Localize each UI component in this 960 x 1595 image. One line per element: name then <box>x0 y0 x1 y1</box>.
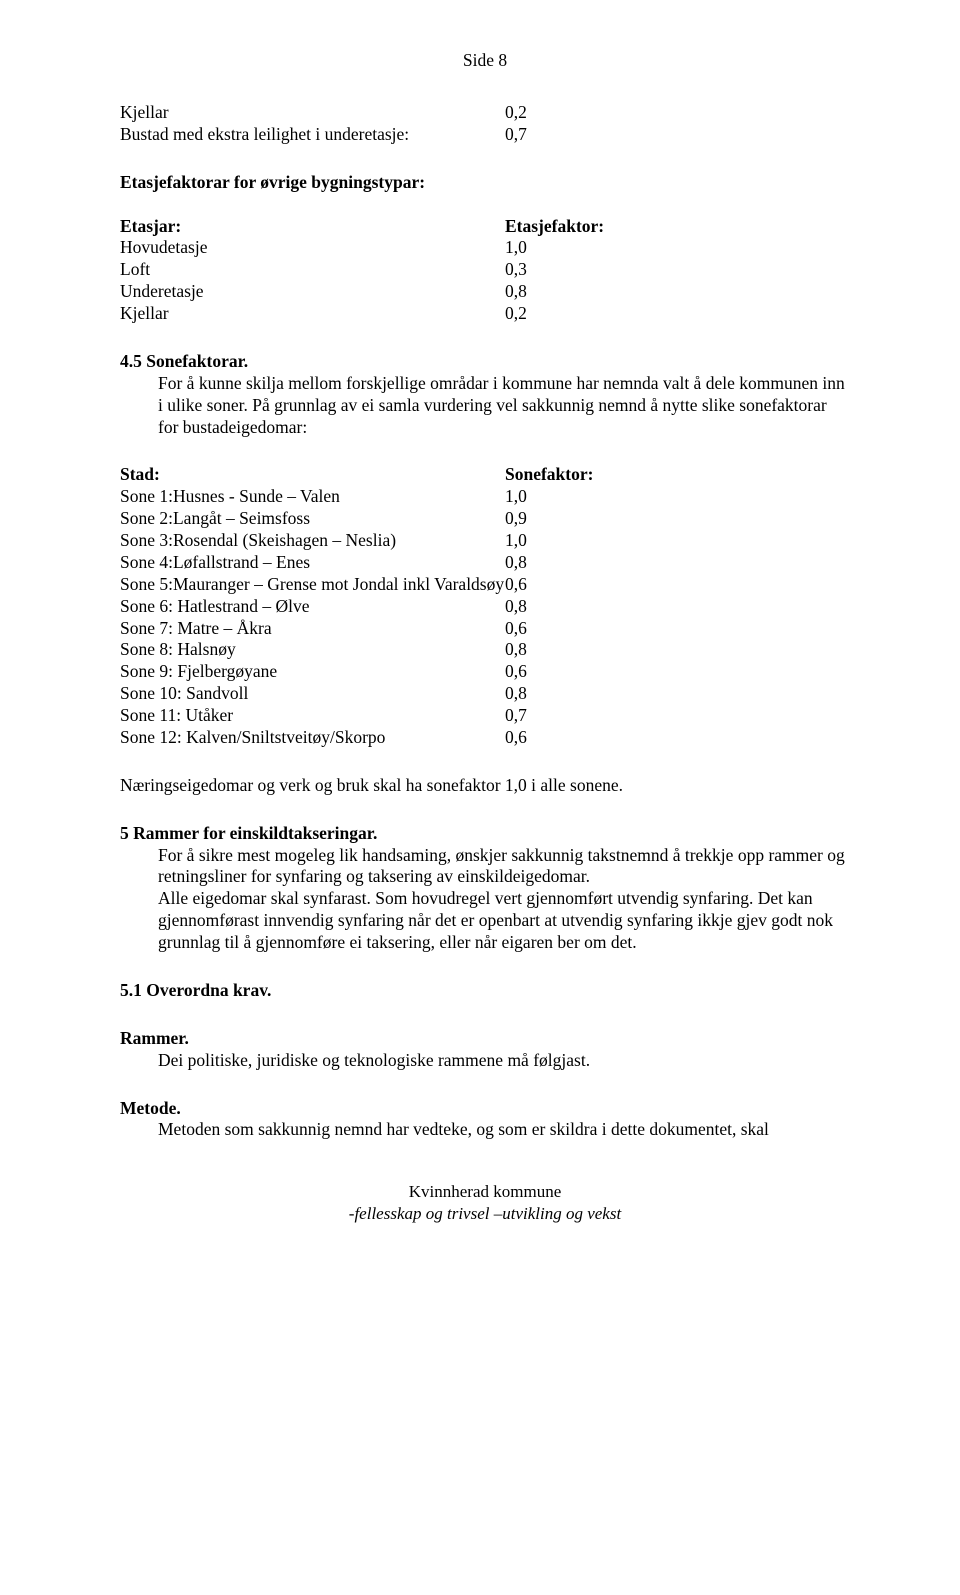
page-footer: Kvinnherad kommune -fellesskap og trivse… <box>120 1181 850 1224</box>
section-rammer: Rammer. Dei politiske, juridiske og tekn… <box>120 1028 850 1072</box>
rammer-para: Dei politiske, juridiske og teknologiske… <box>120 1050 850 1072</box>
table2-label: Underetasje <box>120 281 505 303</box>
section-metode: Metode. Metoden som sakkunnig nemnd har … <box>120 1098 850 1142</box>
table3-row: Sone 11: Utåker0,7 <box>120 705 850 727</box>
table1-row: Kjellar0,2 <box>120 102 850 124</box>
table3-label: Sone 11: Utåker <box>120 705 505 727</box>
table3-label: Sone 8: Halsnøy <box>120 639 505 661</box>
table-etasjefaktorar: Etasjefaktorar for øvrige bygningstypar:… <box>120 172 850 325</box>
metode-heading: Metode. <box>120 1098 850 1120</box>
section-4-5-para: For å kunne skilja mellom forskjellige o… <box>120 373 850 439</box>
table2-row: Loft0,3 <box>120 259 850 281</box>
table3-label: Sone 2:Langåt – Seimsfoss <box>120 508 505 530</box>
section-5-para: For å sikre mest mogeleg lik handsaming,… <box>120 845 850 954</box>
table1-label: Bustad med ekstra leilighet i underetasj… <box>120 124 505 146</box>
section-4-5-heading: 4.5 Sonefaktorar. <box>120 351 850 373</box>
table2-label: Loft <box>120 259 505 281</box>
table3-value: 0,6 <box>505 661 527 683</box>
table2-header-value: Etasjefaktor: <box>505 216 604 238</box>
table3-row: Sone 7: Matre – Åkra0,6 <box>120 618 850 640</box>
table3-value: 0,8 <box>505 639 527 661</box>
table2-row: Kjellar0,2 <box>120 303 850 325</box>
table3-row: Sone 10: Sandvoll0,8 <box>120 683 850 705</box>
table3-value: 0,6 <box>505 574 527 596</box>
table3-row: Sone 3:Rosendal (Skeishagen – Neslia)1,0 <box>120 530 850 552</box>
table1-label: Kjellar <box>120 102 505 124</box>
table-sonefaktor: Stad: Sonefaktor: Sone 1:Husnes - Sunde … <box>120 464 850 748</box>
table3-label: Sone 10: Sandvoll <box>120 683 505 705</box>
table3-value: 0,6 <box>505 618 527 640</box>
table3-row: Sone 1:Husnes - Sunde – Valen1,0 <box>120 486 850 508</box>
rammer-heading: Rammer. <box>120 1028 850 1050</box>
table3-row: Sone 2:Langåt – Seimsfoss0,9 <box>120 508 850 530</box>
table2-header-label: Etasjar: <box>120 216 505 238</box>
table3-row: Sone 9: Fjelbergøyane0,6 <box>120 661 850 683</box>
table-kjellar: Kjellar0,2Bustad med ekstra leilighet i … <box>120 102 850 146</box>
table1-value: 0,7 <box>505 124 527 146</box>
table2-title: Etasjefaktorar for øvrige bygningstypar: <box>120 172 850 194</box>
section-5-heading: 5 Rammer for einskildtakseringar. <box>120 823 850 845</box>
table3-value: 0,8 <box>505 596 527 618</box>
table2-value: 0,8 <box>505 281 527 303</box>
table3-row: Sone 4:Løfallstrand – Enes0,8 <box>120 552 850 574</box>
table3-label: Sone 1:Husnes - Sunde – Valen <box>120 486 505 508</box>
table3-label: Sone 7: Matre – Åkra <box>120 618 505 640</box>
table1-row: Bustad med ekstra leilighet i underetasj… <box>120 124 850 146</box>
table3-value: 1,0 <box>505 486 527 508</box>
table3-value: 0,9 <box>505 508 527 530</box>
table2-value: 0,3 <box>505 259 527 281</box>
table1-value: 0,2 <box>505 102 527 124</box>
section-5-1: 5.1 Overordna krav. <box>120 980 850 1002</box>
table2-value: 1,0 <box>505 237 527 259</box>
page-number: Side 8 <box>463 50 507 70</box>
section-4-5: 4.5 Sonefaktorar. For å kunne skilja mel… <box>120 351 850 439</box>
table3-value: 0,7 <box>505 705 527 727</box>
table3-value: 0,8 <box>505 552 527 574</box>
table3-row: Sone 12: Kalven/Sniltstveitøy/Skorpo0,6 <box>120 727 850 749</box>
table2-value: 0,2 <box>505 303 527 325</box>
table2-row: Hovudetasje1,0 <box>120 237 850 259</box>
table3-value: 0,8 <box>505 683 527 705</box>
table2-row: Underetasje0,8 <box>120 281 850 303</box>
table3-label: Sone 6: Hatlestrand – Ølve <box>120 596 505 618</box>
table3-label: Sone 5:Mauranger – Grense mot Jondal ink… <box>120 574 505 596</box>
footer-line1: Kvinnherad kommune <box>120 1181 850 1202</box>
table3-label: Sone 4:Løfallstrand – Enes <box>120 552 505 574</box>
metode-para: Metoden som sakkunnig nemnd har vedteke,… <box>120 1119 850 1141</box>
table3-header-value: Sonefaktor: <box>505 464 593 486</box>
table3-row: Sone 6: Hatlestrand – Ølve0,8 <box>120 596 850 618</box>
table3-label: Sone 12: Kalven/Sniltstveitøy/Skorpo <box>120 727 505 749</box>
table3-label: Sone 9: Fjelbergøyane <box>120 661 505 683</box>
table3-header-label: Stad: <box>120 464 505 486</box>
footer-line2: -fellesskap og trivsel –utvikling og vek… <box>120 1203 850 1224</box>
section-5-1-heading: 5.1 Overordna krav. <box>120 980 850 1002</box>
table3-value: 1,0 <box>505 530 527 552</box>
section-5: 5 Rammer for einskildtakseringar. For å … <box>120 823 850 954</box>
page-header: Side 8 <box>120 50 850 72</box>
table3-row: Sone 8: Halsnøy0,8 <box>120 639 850 661</box>
table3-row: Sone 5:Mauranger – Grense mot Jondal ink… <box>120 574 850 596</box>
naering-paragraph: Næringseigedomar og verk og bruk skal ha… <box>120 775 850 797</box>
table3-value: 0,6 <box>505 727 527 749</box>
table2-label: Kjellar <box>120 303 505 325</box>
table3-label: Sone 3:Rosendal (Skeishagen – Neslia) <box>120 530 505 552</box>
table2-label: Hovudetasje <box>120 237 505 259</box>
